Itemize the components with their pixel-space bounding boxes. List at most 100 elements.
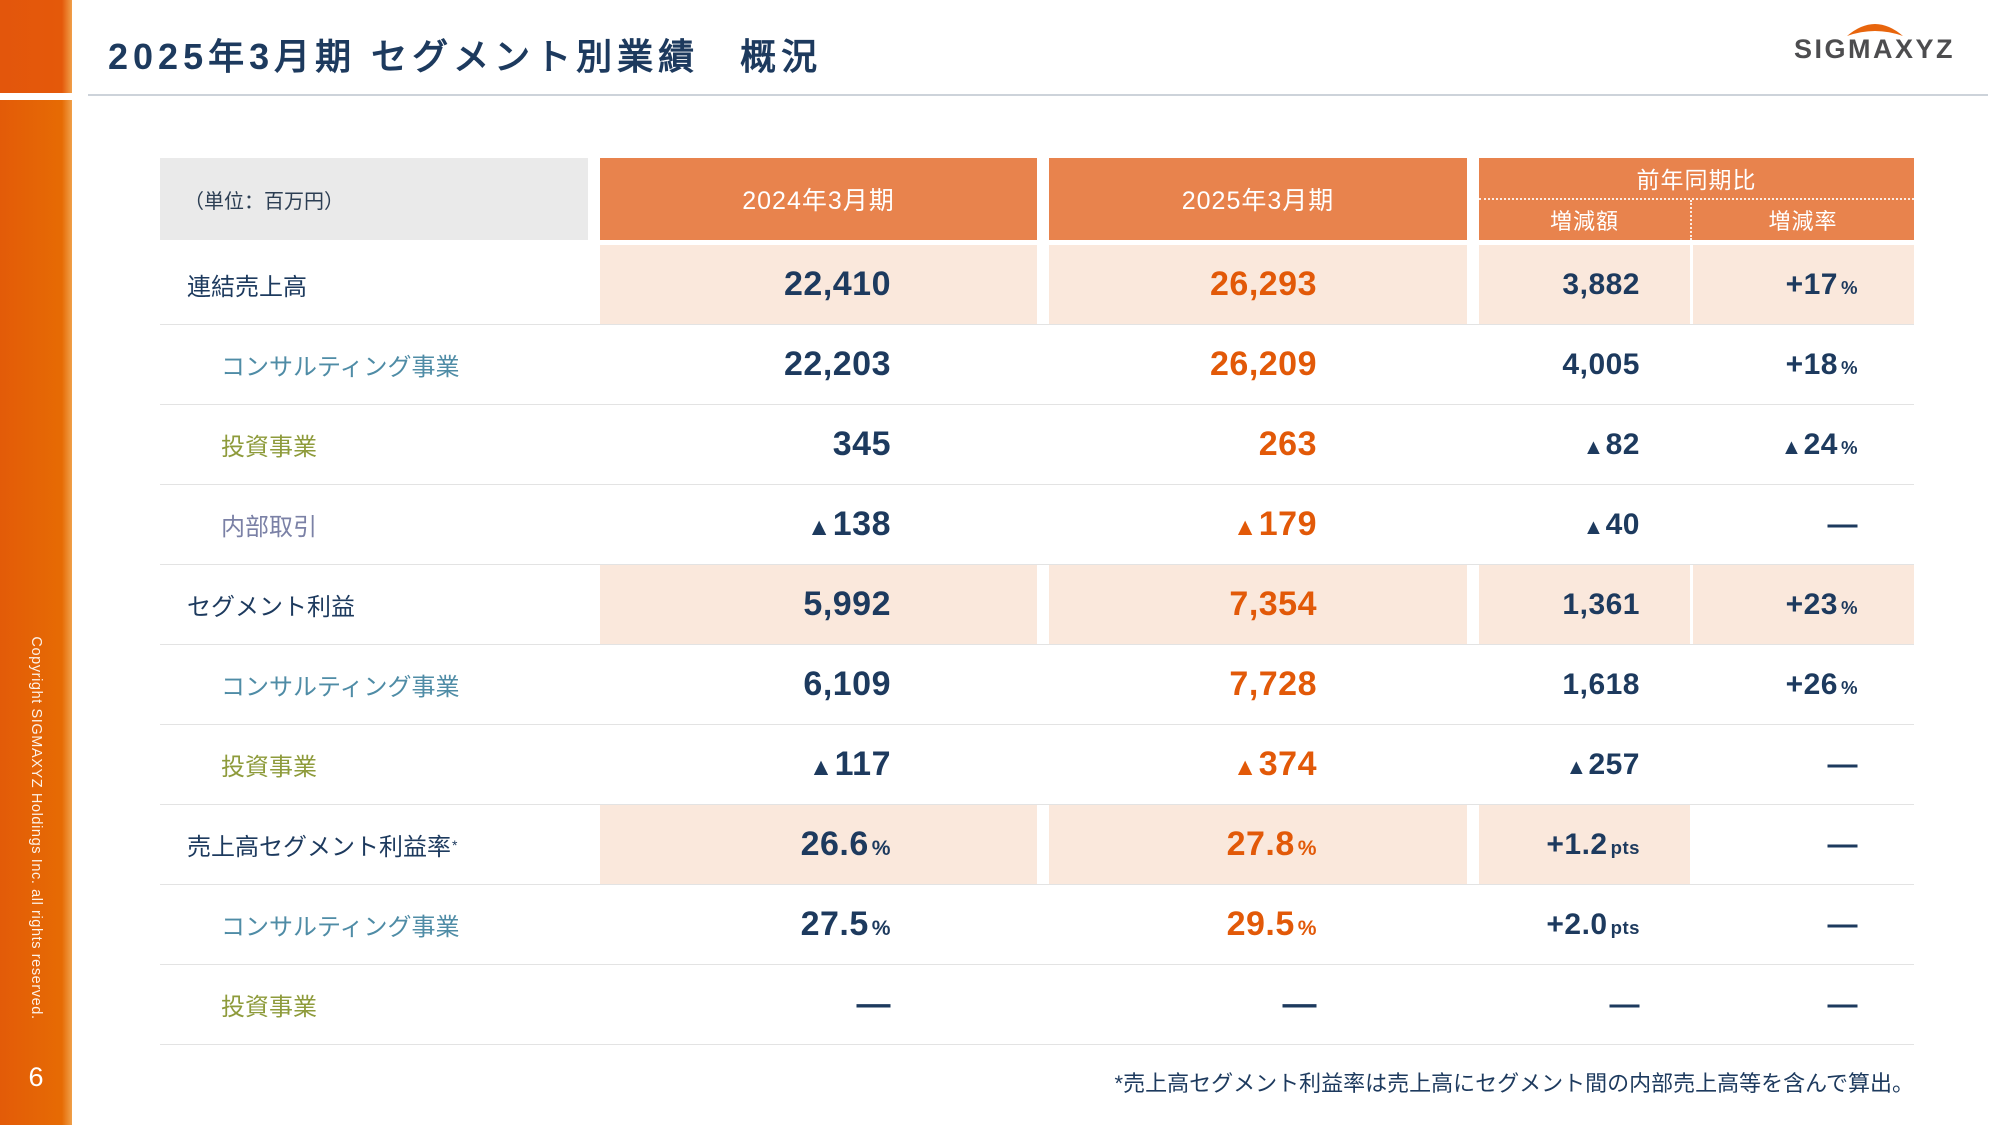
cell-fy2025: 26,209 xyxy=(1210,345,1317,383)
row-label: 連結売上高 xyxy=(160,245,588,324)
logo-arc-icon xyxy=(1846,24,1903,36)
column-header-fy2024: 2024年3月期 xyxy=(600,158,1037,240)
negative-triangle-icon: ▲ xyxy=(807,514,832,541)
negative-triangle-icon: ▲ xyxy=(1780,433,1803,459)
table-row: 投資事業 345 263 ▲82 ▲24% xyxy=(160,405,1914,485)
table-row: 投資事業 — — — — xyxy=(160,965,1914,1045)
cell-fy2025: — xyxy=(1282,985,1317,1023)
column-header-rate: 増減率 xyxy=(1768,209,1838,234)
cell-yoy-diff: — xyxy=(1609,987,1640,1021)
row-label-asterisk: * xyxy=(452,836,458,853)
cell-yoy-diff: +2.0 pts xyxy=(1546,907,1640,941)
cell-yoy-rate: +17% xyxy=(1693,245,1914,324)
value-suffix: % xyxy=(1297,917,1317,940)
cell-yoy-rate: +23% xyxy=(1693,565,1914,644)
cell-yoy-rate: — xyxy=(1827,907,1858,941)
table-row: 売上高セグメント利益率 * 26.6% 27.8% +1.2 pts — xyxy=(160,805,1914,885)
value-suffix: % xyxy=(1840,436,1858,458)
table-row: 投資事業 ▲117 ▲374 ▲257 — xyxy=(160,725,1914,805)
cell-yoy-diff: 1,361 xyxy=(1479,565,1690,644)
negative-triangle-icon: ▲ xyxy=(1582,513,1605,539)
row-label: コンサルティング事業 xyxy=(160,325,588,404)
value-suffix: % xyxy=(1840,356,1858,378)
cell-fy2024: 6,109 xyxy=(803,665,891,703)
negative-triangle-icon: ▲ xyxy=(1233,754,1258,781)
cell-fy2024: ▲138 xyxy=(807,505,891,543)
row-label: セグメント利益 xyxy=(160,565,588,644)
cell-fy2025: ▲179 xyxy=(1233,505,1317,543)
value-suffix: % xyxy=(871,917,891,940)
table-row: セグメント利益 5,992 7,354 1,361 +23% xyxy=(160,565,1914,645)
cell-yoy-diff: +1.2 pts xyxy=(1479,805,1690,884)
cell-yoy-rate: — xyxy=(1827,747,1858,781)
cell-yoy-rate: — xyxy=(1827,507,1858,541)
negative-triangle-icon: ▲ xyxy=(1233,514,1258,541)
cell-fy2025: 27.8% xyxy=(1049,805,1467,884)
cell-fy2025: 29.5% xyxy=(1226,905,1317,943)
row-label-text: コンサルティング事業 xyxy=(221,354,460,381)
row-label: 投資事業 xyxy=(160,965,588,1044)
cell-fy2025: 263 xyxy=(1258,425,1317,463)
cell-fy2024: 22,410 xyxy=(600,245,1037,324)
cell-fy2025: 7,354 xyxy=(1049,565,1467,644)
page-title: 2025年3月期 セグメント別業績 概況 xyxy=(108,36,823,77)
row-label-text: 投資事業 xyxy=(221,754,317,781)
cell-fy2024: — xyxy=(856,985,891,1023)
row-label-text: 連結売上高 xyxy=(187,274,307,301)
row-label-text: 内部取引 xyxy=(221,514,317,541)
cell-fy2024: 345 xyxy=(832,425,891,463)
segment-results-table: （単位：百万円） 2024年3月期 2025年3月期 前年同期比 増減額 増減率… xyxy=(160,158,1914,1045)
cell-fy2025: 7,728 xyxy=(1229,665,1317,703)
cell-fy2024: 22,203 xyxy=(784,345,891,383)
table-row: コンサルティング事業 22,203 26,209 4,005 +18% xyxy=(160,325,1914,405)
value-suffix: pts xyxy=(1610,916,1640,938)
value-suffix: pts xyxy=(1610,836,1640,858)
yoy-subheaders: 増減額 増減率 xyxy=(1479,200,1914,240)
cell-yoy-diff: ▲40 xyxy=(1582,507,1640,541)
row-label: 投資事業 xyxy=(160,405,588,484)
column-header-diff: 増減額 xyxy=(1479,200,1692,240)
cell-fy2024: 26.6% xyxy=(600,805,1037,884)
cell-fy2025: ▲374 xyxy=(1233,745,1317,783)
row-label: コンサルティング事業 xyxy=(160,645,588,724)
value-suffix: % xyxy=(1297,837,1317,860)
cell-yoy-diff: ▲257 xyxy=(1565,747,1640,781)
value-suffix: % xyxy=(1840,276,1858,298)
table-row: コンサルティング事業 27.5% 29.5% +2.0 pts — xyxy=(160,885,1914,965)
table-row: コンサルティング事業 6,109 7,728 1,618 +26% xyxy=(160,645,1914,725)
negative-triangle-icon: ▲ xyxy=(1565,753,1588,779)
cell-fy2024: 5,992 xyxy=(600,565,1037,644)
row-label: コンサルティング事業 xyxy=(160,885,588,964)
column-header-fy2025: 2025年3月期 xyxy=(1049,158,1467,240)
cell-yoy-diff: 4,005 xyxy=(1562,347,1640,381)
value-suffix: % xyxy=(1840,676,1858,698)
copyright-text: Copyright SIGMAXYZ Holdings Inc. all rig… xyxy=(28,636,44,1020)
company-logo: SIGMAXYZ xyxy=(1782,20,1967,65)
cell-yoy-diff: ▲82 xyxy=(1582,427,1640,461)
cell-yoy-rate: ▲24% xyxy=(1780,427,1858,461)
table-row: 内部取引 ▲138 ▲179 ▲40 — xyxy=(160,485,1914,565)
cell-yoy-diff: 3,882 xyxy=(1479,245,1690,324)
row-label-text: 投資事業 xyxy=(221,434,317,461)
row-label-text: 売上高セグメント利益率 xyxy=(187,834,451,861)
cell-yoy-rate: — xyxy=(1827,827,1858,861)
row-label: 売上高セグメント利益率 * xyxy=(160,805,588,884)
title-divider xyxy=(88,94,1988,96)
column-header-yoy-group: 前年同期比 増減額 増減率 xyxy=(1479,158,1914,240)
row-label-text: コンサルティング事業 xyxy=(221,914,460,941)
sidebar-accent-square xyxy=(0,0,72,93)
value-suffix: % xyxy=(1840,596,1858,618)
table-body: 連結売上高 22,410 26,293 3,882 +17% コンサルティング事… xyxy=(160,245,1914,1045)
footnote: *売上高セグメント利益率は売上高にセグメント間の内部売上高等を含んで算出。 xyxy=(1114,1071,1914,1096)
value-suffix: % xyxy=(871,837,891,860)
cell-yoy-rate: +26% xyxy=(1785,667,1858,701)
cell-fy2024: 27.5% xyxy=(800,905,891,943)
row-label-text: コンサルティング事業 xyxy=(221,674,460,701)
cell-fy2025: 26,293 xyxy=(1049,245,1467,324)
negative-triangle-icon: ▲ xyxy=(1582,433,1605,459)
cell-fy2024: ▲117 xyxy=(808,745,891,783)
sidebar-bar xyxy=(0,100,72,1125)
cell-yoy-rate: +18% xyxy=(1785,347,1858,381)
row-label: 内部取引 xyxy=(160,485,588,564)
